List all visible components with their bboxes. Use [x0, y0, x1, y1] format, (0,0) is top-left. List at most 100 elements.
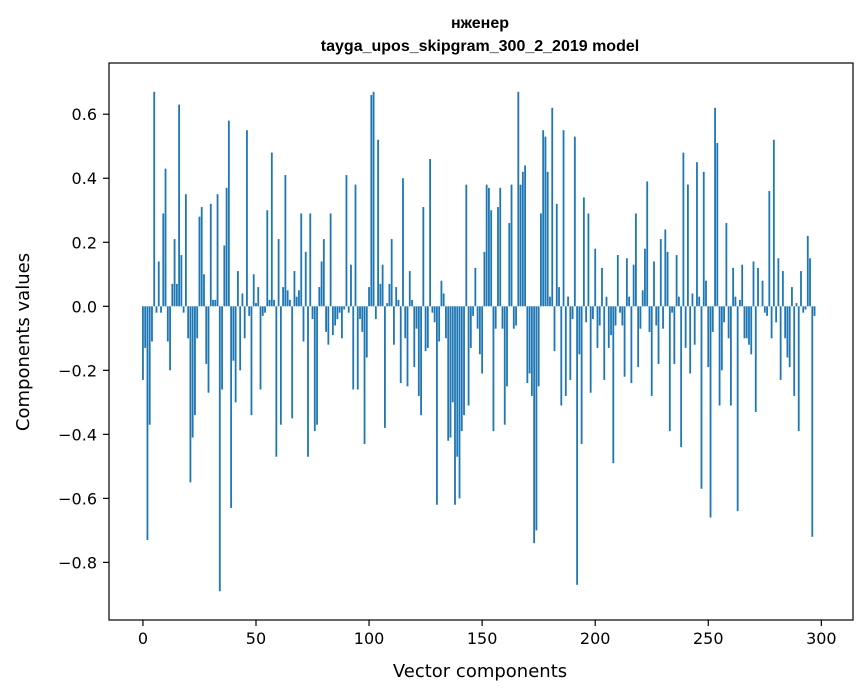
bar	[413, 306, 416, 368]
bar	[562, 130, 565, 307]
bar	[232, 306, 235, 361]
bar	[180, 255, 183, 307]
bar	[605, 296, 608, 307]
bar	[716, 143, 719, 307]
bar	[424, 306, 427, 352]
bar	[809, 258, 811, 307]
bar	[567, 296, 569, 307]
bar	[270, 152, 273, 307]
y-tick-label: −0.8	[58, 553, 97, 572]
bar	[178, 104, 181, 307]
bar	[329, 213, 332, 307]
bar	[214, 299, 217, 307]
bar	[406, 306, 409, 387]
bar	[537, 306, 540, 387]
bar	[673, 306, 676, 364]
bar	[411, 299, 413, 307]
bar	[390, 239, 393, 307]
bar	[768, 191, 771, 307]
bar	[300, 213, 303, 307]
y-axis-ticks: −0.8 −0.6 −0.4 −0.2 0.0 0.2 0.4 0.6	[58, 105, 109, 572]
bar	[555, 203, 558, 307]
bar	[429, 159, 432, 307]
bar	[490, 210, 493, 307]
bar	[657, 306, 660, 364]
bar	[320, 261, 323, 307]
bar	[619, 306, 621, 313]
bar	[372, 91, 375, 307]
bar	[734, 296, 737, 307]
y-tick-label: 0.2	[72, 233, 97, 252]
bar	[553, 306, 556, 352]
bar	[517, 91, 520, 307]
bar	[397, 299, 400, 307]
bar	[779, 306, 782, 380]
bar	[293, 271, 296, 307]
bar	[157, 261, 160, 307]
bar	[659, 239, 662, 307]
bar	[388, 283, 391, 307]
bar	[309, 213, 312, 307]
bar	[304, 251, 307, 307]
x-tick-label: 100	[354, 629, 385, 648]
bar	[720, 306, 723, 371]
bar	[691, 293, 694, 307]
bar	[381, 264, 384, 307]
bar	[675, 255, 678, 307]
bar	[813, 306, 816, 316]
bar	[336, 306, 339, 320]
bar	[169, 306, 171, 371]
bar	[230, 306, 233, 508]
bar	[781, 271, 784, 307]
bar	[356, 306, 359, 390]
bar	[334, 306, 337, 326]
bar	[426, 306, 429, 348]
bar	[526, 306, 529, 384]
bar	[745, 306, 748, 339]
bar	[696, 162, 698, 307]
bar	[761, 280, 764, 307]
bar	[327, 306, 330, 345]
bar	[289, 299, 291, 307]
y-tick-label: −0.6	[58, 489, 97, 508]
y-tick-label: 0.6	[72, 105, 97, 124]
bar	[286, 290, 289, 307]
bar	[558, 287, 560, 307]
bar	[705, 280, 707, 307]
bar	[467, 306, 470, 406]
bar	[318, 287, 321, 307]
bar	[246, 130, 248, 307]
bar	[589, 306, 592, 393]
bar	[379, 283, 382, 307]
bar	[494, 306, 497, 329]
y-tick-label: −0.4	[58, 425, 97, 444]
bar	[422, 207, 425, 307]
bar	[702, 171, 705, 307]
bar	[478, 306, 481, 355]
bar	[650, 306, 653, 396]
bar	[155, 306, 158, 313]
bar	[227, 120, 230, 307]
bar	[804, 306, 807, 310]
bar	[241, 293, 244, 307]
bar	[338, 306, 341, 313]
bar	[248, 306, 251, 316]
bar	[508, 223, 511, 307]
bar	[175, 283, 178, 307]
bar	[503, 306, 506, 425]
bar	[533, 306, 536, 544]
bar	[510, 184, 513, 307]
bar	[481, 306, 484, 374]
bar	[250, 306, 253, 416]
bar	[151, 306, 153, 342]
bar	[788, 306, 791, 368]
bar	[322, 239, 325, 307]
bar	[612, 306, 615, 464]
bar	[725, 223, 728, 307]
bar	[368, 287, 370, 307]
bar	[680, 306, 683, 448]
bar	[777, 258, 780, 307]
bar	[806, 235, 809, 307]
x-tick-label: 50	[246, 629, 266, 648]
